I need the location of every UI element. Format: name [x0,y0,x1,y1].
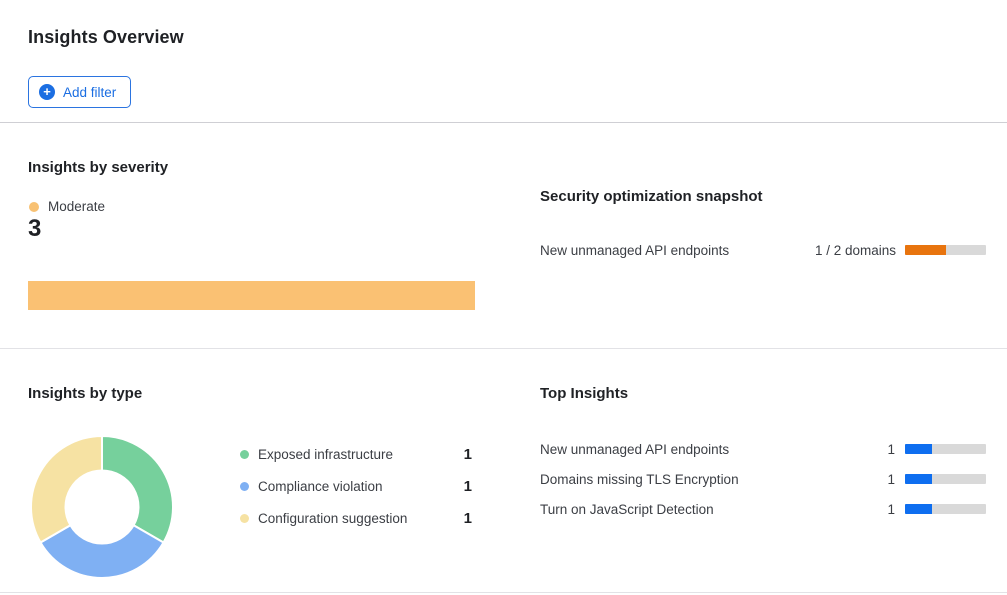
donut-segment [39,524,165,580]
donut-chart-svg [30,435,174,580]
top-insight-value: 1 [887,501,895,517]
configuration-suggestion-dot [240,513,249,523]
compliance-violation-dot [240,481,249,491]
type-legend-label: Configuration suggestion [258,510,408,526]
header-divider [0,122,1007,123]
top-insight-bar [905,474,986,484]
severity-legend-item: Moderate [29,199,105,214]
snapshot-row: New unmanaged API endpoints 1 / 2 domain… [540,240,986,260]
severity-section-title: Insights by severity [28,159,169,176]
page-title: Insights Overview [28,27,184,47]
type-legend-label: Compliance violation [258,478,383,494]
top-insights-list: New unmanaged API endpoints 1 Domains mi… [540,439,986,529]
section-divider [0,348,1007,349]
top-insight-bar [905,504,986,514]
top-insight-label: Domains missing TLS Encryption [540,471,739,487]
severity-bar-fill [28,281,475,310]
moderate-legend-dot [29,201,39,212]
top-insight-bar-fill [905,474,932,484]
type-legend: Exposed infrastructure 1 Compliance viol… [240,443,472,539]
moderate-legend-label: Moderate [48,199,106,214]
add-filter-label: Add filter [63,84,117,100]
top-insight-value: 1 [887,441,895,457]
top-insights-section-title: Top Insights [540,385,629,402]
severity-count: 3 [28,215,42,242]
top-insight-bar-fill [905,444,932,454]
top-insight-bar [905,444,986,454]
type-legend-item: Configuration suggestion 1 [240,507,472,529]
exposed-infrastructure-dot [240,449,249,459]
top-insight-bar-fill [905,504,932,514]
bottom-divider [0,592,1007,593]
snapshot-row-label: New unmanaged API endpoints [540,242,730,258]
snapshot-progress-bar [905,245,986,255]
top-insight-label: New unmanaged API endpoints [540,441,730,457]
insights-by-type-donut-chart [28,433,176,581]
donut-segment [101,435,174,544]
top-insight-value: 1 [887,471,895,487]
type-legend-item: Exposed infrastructure 1 [240,443,472,465]
type-section-title: Insights by type [28,385,143,402]
type-legend-item: Compliance violation 1 [240,475,472,497]
donut-segment [30,435,103,544]
type-legend-label: Exposed infrastructure [258,446,394,462]
snapshot-section-title: Security optimization snapshot [540,188,763,205]
plus-circle-icon: + [39,84,55,100]
top-insight-row: Turn on JavaScript Detection 1 [540,499,986,519]
type-legend-value: 1 [463,509,472,527]
top-insight-row: New unmanaged API endpoints 1 [540,439,986,459]
snapshot-progress-label: 1 / 2 domains [814,242,896,258]
type-legend-value: 1 [463,445,472,463]
type-legend-value: 1 [463,477,472,495]
top-insight-label: Turn on JavaScript Detection [540,501,714,517]
severity-bar-chart [28,281,475,310]
snapshot-progress-fill [905,245,946,255]
top-insight-row: Domains missing TLS Encryption 1 [540,469,986,489]
add-filter-button[interactable]: + Add filter [28,76,132,108]
